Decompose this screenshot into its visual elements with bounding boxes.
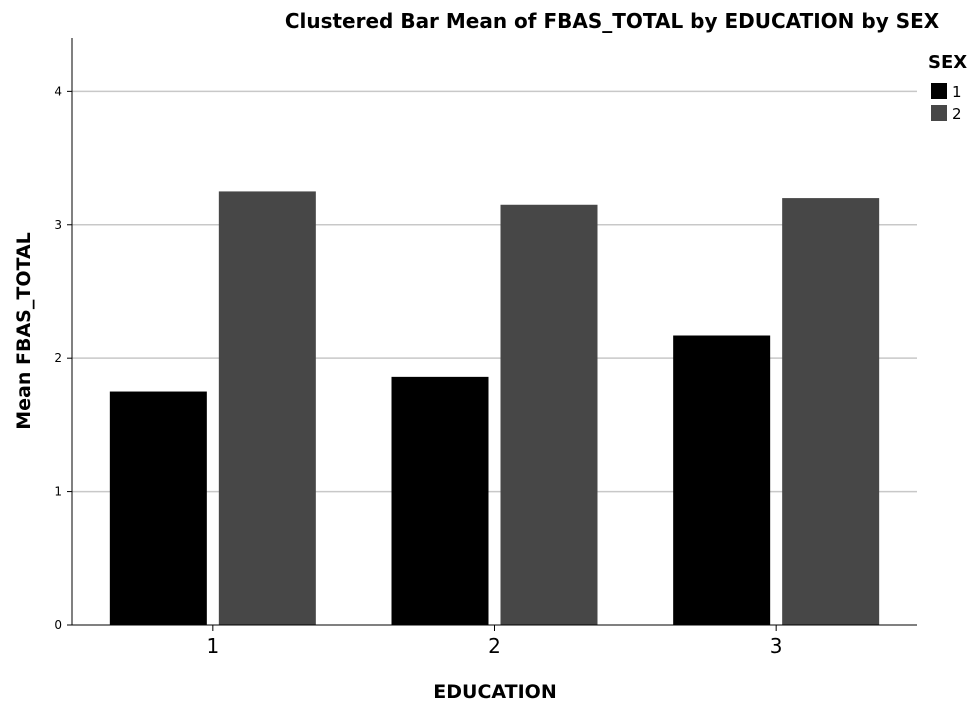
bars bbox=[109, 191, 880, 626]
bar-edu1-sex2 bbox=[218, 191, 316, 625]
legend-title: SEX bbox=[928, 52, 967, 73]
bar-edu3-sex1 bbox=[673, 335, 771, 625]
bar-edu3-sex2 bbox=[782, 198, 880, 625]
legend: SEX 1 2 bbox=[928, 52, 967, 123]
legend-swatch-1 bbox=[931, 83, 947, 99]
x-tick-labels: 1 2 3 bbox=[206, 625, 783, 658]
y-tick-label: 0 bbox=[54, 618, 62, 632]
bar-edu2-sex2 bbox=[500, 204, 598, 626]
bar-edu2-sex1 bbox=[391, 376, 489, 625]
chart-title: Clustered Bar Mean of FBAS_TOTAL by EDUC… bbox=[285, 9, 940, 33]
y-tick-label: 3 bbox=[54, 218, 62, 232]
bar-edu1-sex1 bbox=[109, 391, 207, 625]
y-tick-label: 4 bbox=[54, 84, 62, 98]
x-axis-title: EDUCATION bbox=[433, 681, 556, 702]
x-tick-label: 3 bbox=[770, 634, 783, 658]
y-tick-label: 2 bbox=[54, 351, 62, 365]
x-tick-label: 2 bbox=[488, 634, 501, 658]
legend-label: 1 bbox=[952, 83, 962, 101]
gridlines bbox=[67, 90, 917, 626]
y-tick-label: 1 bbox=[54, 485, 62, 499]
y-tick-labels: 0 1 2 3 4 bbox=[54, 84, 62, 632]
x-tick-label: 1 bbox=[206, 634, 219, 658]
legend-label: 2 bbox=[952, 105, 962, 123]
legend-swatch-2 bbox=[931, 105, 947, 121]
y-axis-title: Mean FBAS_TOTAL bbox=[13, 232, 35, 430]
